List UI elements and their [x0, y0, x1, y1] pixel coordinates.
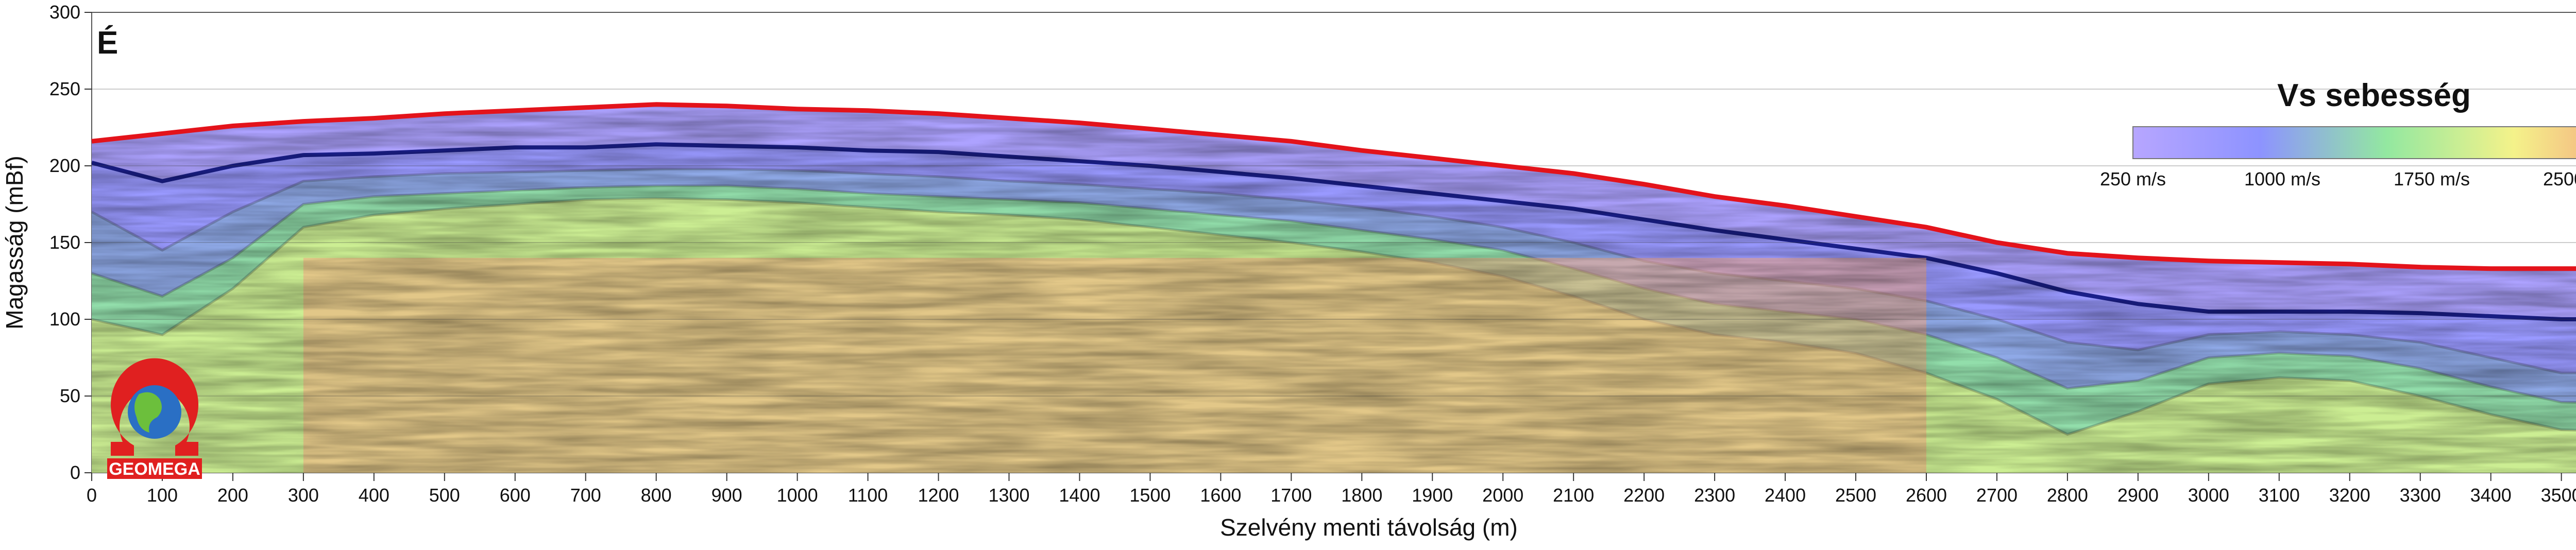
x-tick-label: 400: [359, 485, 389, 506]
x-tick-label: 1700: [1270, 485, 1312, 506]
x-tick-label: 2900: [2117, 485, 2159, 506]
x-tick-label: 300: [288, 485, 319, 506]
x-tick-label: 2400: [1765, 485, 1806, 506]
x-tick-label: 600: [500, 485, 531, 506]
y-tick-label: 100: [49, 308, 80, 330]
x-tick-label: 100: [147, 485, 178, 506]
x-tick-label: 1100: [848, 485, 888, 506]
x-tick-label: 2200: [1623, 485, 1665, 506]
x-tick-label: 2100: [1553, 485, 1594, 506]
x-tick-label: 800: [641, 485, 672, 506]
y-tick-label: 50: [60, 385, 80, 406]
x-axis-title: Szelvény menti távolság (m): [1220, 514, 1518, 541]
x-tick-label: 1800: [1341, 485, 1382, 506]
y-tick-label: 250: [49, 78, 80, 99]
x-tick-label: 2800: [2047, 485, 2088, 506]
colorbar-tick-label: 1750 m/s: [2394, 168, 2470, 190]
colorbar-gradient: [2132, 126, 2576, 159]
x-tick-label: 2000: [1482, 485, 1523, 506]
x-tick-label: 1500: [1129, 485, 1171, 506]
omega-icon: [110, 358, 199, 456]
logo-text: GEOMEGA: [109, 459, 200, 479]
y-tick-label: 150: [49, 232, 80, 253]
y-axis: 0 50 100 150 200 250 300: [49, 2, 92, 483]
x-tick-label: 3200: [2329, 485, 2370, 506]
x-tick-label: 2300: [1694, 485, 1735, 506]
x-tick-label: 1200: [918, 485, 959, 506]
surface-line: [91, 102, 2576, 271]
x-tick-label: 2600: [1906, 485, 1947, 506]
colorbar-title: Vs sebesség: [2277, 78, 2471, 113]
x-tick-label: 500: [429, 485, 460, 506]
x-tick-label: 3400: [2470, 485, 2512, 506]
colorbar-tick-label: 1000 m/s: [2244, 168, 2320, 190]
x-tick-label: 900: [711, 485, 742, 506]
globe-land-icon: [134, 392, 162, 433]
colorbar-tick-label: 2500 m/s: [2543, 168, 2576, 190]
velocity-section: [92, 104, 2576, 473]
x-axis: 0 100 200 300 400 500 600 700 800 900 1000 1100 1200…: [87, 473, 2576, 506]
geomega-logo: GEOMEGA: [107, 358, 202, 479]
x-tick-label: 200: [217, 485, 248, 506]
gridlines: [92, 89, 2576, 397]
x-tick-label: 1300: [988, 485, 1029, 506]
x-tick-label: 3500: [2541, 485, 2576, 506]
colorbar-legend: Vs sebesség 250 m/s 1000 m/s 1750 m/s 2500 …: [2100, 78, 2576, 190]
x-tick-label: 3000: [2188, 485, 2229, 506]
x-tick-label: 1400: [1059, 485, 1100, 506]
x-tick-label: 700: [570, 485, 601, 506]
y-axis-title: Magasság (mBf): [1, 156, 28, 329]
x-tick-label: 3100: [2259, 485, 2300, 506]
x-tick-label: 2500: [1835, 485, 1876, 506]
colorbar-tick-label: 250 m/s: [2100, 168, 2166, 190]
y-tick-label: 0: [70, 462, 80, 483]
x-tick-label: 1600: [1200, 485, 1241, 506]
x-tick-label: 2700: [1976, 485, 2018, 506]
x-tick-label: 3300: [2400, 485, 2441, 506]
x-tick-label: 0: [87, 485, 97, 506]
x-tick-label: 1000: [777, 485, 818, 506]
logo-banner: [107, 458, 202, 479]
y-tick-label: 300: [49, 2, 80, 23]
corner-label-north: É: [97, 25, 118, 61]
x-tick-label: 1900: [1412, 485, 1453, 506]
y-tick-label: 200: [49, 155, 80, 176]
